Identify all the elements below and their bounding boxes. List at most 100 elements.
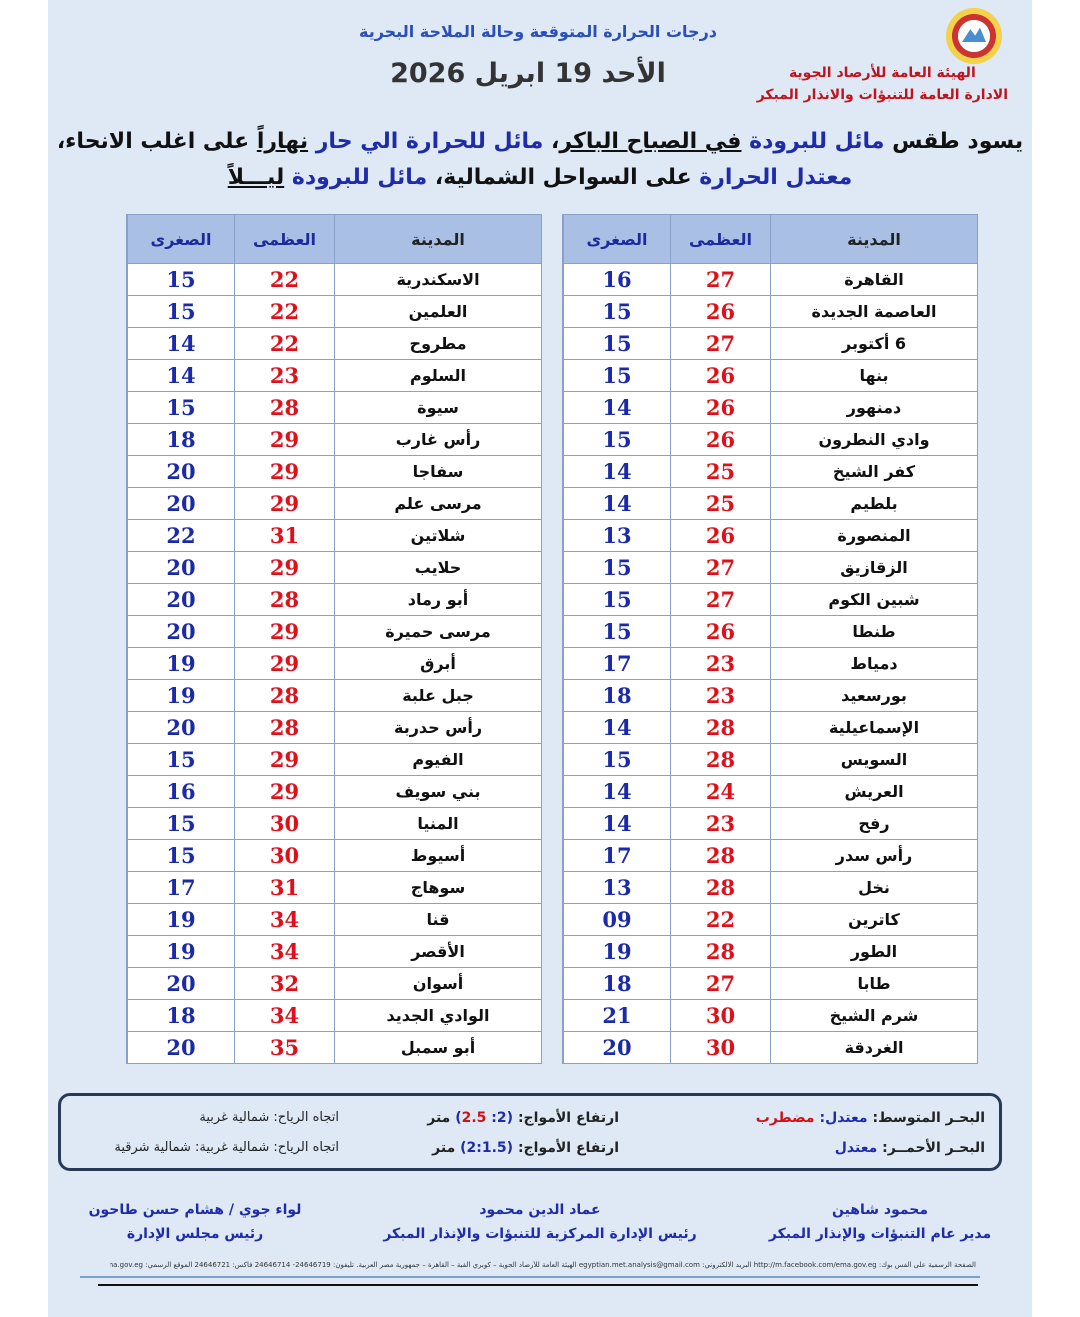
table-row: القاهرة 27 16 xyxy=(563,263,977,295)
city-cell: طنطا xyxy=(770,616,977,647)
signature-1: محمود شاهين مدير عام التنبؤات والإنذار ال… xyxy=(745,1198,1015,1246)
sea-state-rough: مضطرب xyxy=(755,1110,815,1126)
min-temp-cell: 18 xyxy=(127,1000,234,1031)
summary-text xyxy=(741,129,749,154)
table-row: السويس 28 15 xyxy=(563,743,977,775)
max-temp-cell: 28 xyxy=(670,712,770,743)
min-temp-cell: 18 xyxy=(127,424,234,455)
max-temp-cell: 28 xyxy=(670,936,770,967)
city-cell: مرسى حميرة xyxy=(334,616,541,647)
city-cell: العلمين xyxy=(334,296,541,327)
max-temp-cell: 25 xyxy=(670,456,770,487)
city-cell: الزقازيق xyxy=(770,552,977,583)
max-temp-cell: 26 xyxy=(670,616,770,647)
min-temp-cell: 19 xyxy=(127,936,234,967)
table-row: أبو رماد 28 20 xyxy=(127,583,541,615)
city-cell: شبين الكوم xyxy=(770,584,977,615)
city-cell: أبرق xyxy=(334,648,541,679)
min-temp-cell: 15 xyxy=(563,360,670,391)
summary-text xyxy=(308,129,316,154)
city-cell: الأقصر xyxy=(334,936,541,967)
summary-text: ، xyxy=(543,129,560,154)
wave-unit: متر xyxy=(427,1110,456,1126)
city-cell: السويس xyxy=(770,744,977,775)
signature-3: لواء جوي / هشام حسن طاحون رئيس مجلس الإدا… xyxy=(60,1198,330,1246)
city-cell: دمياط xyxy=(770,648,977,679)
table-row: أسوان 32 20 xyxy=(127,967,541,999)
min-temp-cell: 20 xyxy=(127,616,234,647)
city-cell: الوادي الجديد xyxy=(334,1000,541,1031)
table-row: رأس سدر 28 17 xyxy=(563,839,977,871)
city-cell: المنصورة xyxy=(770,520,977,551)
city-cell: السلوم xyxy=(334,360,541,391)
table-row: رأس غارب 29 18 xyxy=(127,423,541,455)
min-temp-cell: 20 xyxy=(127,456,234,487)
sea-state: معتدل: xyxy=(814,1110,868,1126)
ema-logo xyxy=(946,8,1002,64)
city-cell: بني سويف xyxy=(334,776,541,807)
table-row: الطور 28 19 xyxy=(563,935,977,967)
table-row: جبل علبة 28 19 xyxy=(127,679,541,711)
page-title: الأحد 19 ابريل 2026 xyxy=(390,58,666,89)
wave-height: ) xyxy=(455,1110,462,1126)
min-temp-cell: 17 xyxy=(127,872,234,903)
min-temp-cell: 14 xyxy=(563,712,670,743)
min-temp-cell: 15 xyxy=(563,328,670,359)
city-cell: بنها xyxy=(770,360,977,391)
max-temp-cell: 24 xyxy=(670,776,770,807)
wind-direction: اتجاه الرياح: شمالية غربية xyxy=(199,1110,339,1125)
city-cell: 6 أكتوبر xyxy=(770,328,977,359)
min-temp-cell: 15 xyxy=(127,392,234,423)
city-cell: أبو سمبل xyxy=(334,1032,541,1063)
max-temp-cell: 28 xyxy=(670,872,770,903)
column-header-max: العظمى xyxy=(234,215,334,263)
wave-unit: متر xyxy=(432,1140,461,1156)
subtitle: درجات الحرارة المتوقعة وحالة الملاحة الب… xyxy=(358,22,717,41)
min-temp-cell: 18 xyxy=(563,968,670,999)
table-row: بلطيم 25 14 xyxy=(563,487,977,519)
table-row: سفاجا 29 20 xyxy=(127,455,541,487)
table-row: مطروح 22 14 xyxy=(127,327,541,359)
table-row: دمنهور 26 14 xyxy=(563,391,977,423)
max-temp-cell: 28 xyxy=(234,712,334,743)
min-temp-cell: 15 xyxy=(127,744,234,775)
bulletin-page: درجات الحرارة المتوقعة وحالة الملاحة الب… xyxy=(48,0,1032,1317)
min-temp-cell: 18 xyxy=(563,680,670,711)
signature-name: محمود شاهين xyxy=(831,1202,929,1218)
org-line-2: الادارة العامة للتنبؤات والانذار المبكر xyxy=(756,87,1008,103)
table-row: رفح 23 14 xyxy=(563,807,977,839)
max-temp-cell: 27 xyxy=(670,264,770,295)
max-temp-cell: 29 xyxy=(234,776,334,807)
weather-summary: يسود طقس مائل للبرودة في الصباح الباكر، … xyxy=(20,124,1060,196)
city-cell: أسوان xyxy=(334,968,541,999)
table-row: مرسى حميرة 29 20 xyxy=(127,615,541,647)
summary-text: نهاراً xyxy=(256,129,309,154)
min-temp-cell: 16 xyxy=(563,264,670,295)
table-row: وادي النطرون 26 15 xyxy=(563,423,977,455)
org-line-1: الهيئة العامة للأرصاد الجوية xyxy=(788,65,976,81)
min-temp-cell: 13 xyxy=(563,520,670,551)
min-temp-cell: 15 xyxy=(563,584,670,615)
min-temp-cell: 19 xyxy=(127,680,234,711)
table-row: أسيوط 30 15 xyxy=(127,839,541,871)
max-temp-cell: 28 xyxy=(234,392,334,423)
summary-text: مائل للحرارة الي حار xyxy=(315,129,544,154)
min-temp-cell: 15 xyxy=(563,424,670,455)
table-row: رأس حدربة 28 20 xyxy=(127,711,541,743)
summary-text: في الصباح الباكر xyxy=(559,129,742,154)
sea-label: البحـر المتوسط: xyxy=(867,1110,985,1126)
table-row: الوادي الجديد 34 18 xyxy=(127,999,541,1031)
summary-text: على اغلب الانحاء، xyxy=(56,129,257,154)
max-temp-cell: 30 xyxy=(234,840,334,871)
sea-label: البحـر الأحمــر: xyxy=(877,1140,985,1156)
max-temp-cell: 23 xyxy=(670,808,770,839)
max-temp-cell: 28 xyxy=(670,744,770,775)
city-cell: مطروح xyxy=(334,328,541,359)
table-row: قنا 34 19 xyxy=(127,903,541,935)
max-temp-cell: 26 xyxy=(670,520,770,551)
table-row: أبو سمبل 35 20 xyxy=(127,1031,541,1063)
summary-text: مائل للبرودة xyxy=(291,165,428,190)
footer-contact: الصفحة الرسمية على الفس بوك: http://m.fa… xyxy=(110,1261,976,1269)
city-cell: القاهرة xyxy=(770,264,977,295)
city-cell: قنا xyxy=(334,904,541,935)
